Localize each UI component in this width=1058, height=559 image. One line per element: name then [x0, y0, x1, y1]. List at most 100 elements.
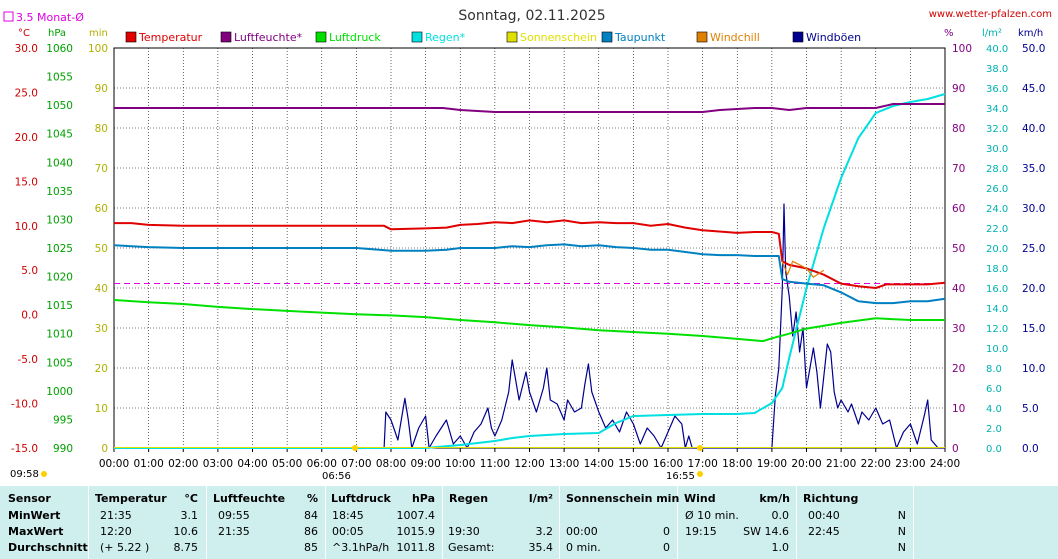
stats-table: Sensor Temperatur °C Luftfeuchte% Luftdruck h… [0, 486, 1058, 559]
time-tick-label: 07:00 [341, 458, 371, 470]
rain-tick-label: 12.0 [986, 324, 1008, 335]
stats-hum-time: 21:35 [218, 525, 250, 538]
legend-label: Temperatur [138, 31, 203, 44]
legend-swatch [220, 31, 232, 43]
series-line-taupunkt [113, 243, 946, 305]
stats-header-temp-unit: °C [184, 492, 198, 505]
legend-label: Taupunkt [614, 31, 666, 44]
legend-label: Windchill [710, 31, 760, 44]
wind-tick-label: 20.0 [1022, 283, 1045, 295]
stats-rain-time: Gesamt: [448, 541, 495, 554]
humidity-tick-label: 30 [952, 323, 965, 335]
humidity-tick-label: 80 [952, 123, 965, 135]
time-tick-label: 18:00 [722, 458, 752, 470]
axis-ticks: 30.0 25.0 20.0 15.0 10.0 5.0 0.0 -5.0 -10.0 -15.0… [11, 43, 1046, 470]
stats-rain-time: 19:30 [448, 525, 480, 538]
humidity-tick-label: 60 [952, 203, 965, 215]
wind-tick-label: 25.0 [1022, 243, 1045, 255]
stats-row-label: MinWert [8, 509, 61, 522]
wind-tick-label: 50.0 [1022, 43, 1045, 55]
rain-tick-label: 30.0 [986, 144, 1008, 155]
temp-tick-label: -10.0 [11, 399, 38, 411]
stats-wind-value: SW 14.6 [743, 525, 789, 538]
rain-tick-label: 2.0 [986, 424, 1002, 435]
rain-tick-label: 26.0 [986, 184, 1008, 195]
stats-temp-time: (+ 5.22 ) [100, 541, 150, 554]
stats-header-wind: Wind [684, 492, 716, 505]
stats-header-dir: Richtung [803, 492, 859, 505]
stats-header-rain: Regen [449, 492, 489, 505]
series-line-luftfeuchte [114, 103, 945, 113]
pressure-tick-label: 1030 [46, 214, 73, 226]
series-line-windben [114, 203, 945, 449]
sunset-label-sun-icon [697, 471, 703, 477]
rain-tick-label: 36.0 [986, 84, 1008, 95]
stats-wind-time: Ø 10 min. [685, 509, 739, 522]
stats-press-value: 1011.8 [396, 541, 436, 554]
time-tick-label: 21:00 [826, 458, 856, 470]
sunrise-time: 06:56 [322, 471, 351, 482]
stats-dir-value: N [897, 525, 906, 538]
humidity-unit: % [944, 28, 954, 39]
stats-dir-value: N [897, 509, 906, 522]
pressure-unit: hPa [48, 28, 66, 39]
wind-tick-label: 10.0 [1022, 363, 1045, 375]
stats-sun-time: 0 min. [566, 541, 601, 554]
chart-title: Sonntag, 02.11.2025 [458, 8, 605, 24]
time-tick-label: 23:00 [895, 458, 925, 470]
stats-sun-value: 0 [663, 525, 670, 538]
stats-row-label: Durchschnitt [8, 541, 88, 554]
stats-press-value: 1015.9 [396, 525, 436, 538]
stats-press-time: ^3.1hPa/h [332, 541, 390, 554]
stats-rain-value: 35.4 [528, 541, 554, 554]
pressure-tick-label: 1020 [46, 272, 73, 284]
day-length: 09:58 [10, 469, 39, 480]
pressure-tick-label: 1060 [46, 43, 73, 55]
stats-temp-value: 10.6 [173, 525, 199, 538]
sun-tick-label: 0 [101, 443, 108, 455]
legend-label: Sonnenschein [520, 31, 597, 44]
stats-temp-time: 12:20 [100, 525, 132, 538]
wind-tick-label: 0.0 [1022, 443, 1039, 455]
stats-header-press: Luftdruck [331, 492, 391, 505]
pressure-tick-label: 1035 [46, 186, 73, 198]
legend-swatch [315, 31, 327, 43]
legend-swatch [506, 31, 518, 43]
pressure-tick-label: 1025 [46, 243, 73, 255]
time-tick-label: 04:00 [237, 458, 267, 470]
rain-tick-label: 28.0 [986, 164, 1008, 175]
stats-header-press-unit: hPa [411, 492, 435, 505]
stats-dir-value: N [897, 541, 906, 554]
temp-tick-label: 25.0 [15, 87, 38, 99]
stats-row-label: MaxWert [8, 525, 64, 538]
pressure-tick-label: 1040 [46, 157, 73, 169]
rain-tick-label: 22.0 [986, 224, 1008, 235]
time-tick-label: 24:00 [930, 458, 960, 470]
sun-tick-label: 70 [95, 163, 108, 175]
stats-sun-value: 0 [663, 541, 670, 554]
temp-unit: °C [18, 28, 30, 39]
legend-label: Regen* [425, 31, 466, 44]
stats-dir-time: 00:40 [808, 509, 840, 522]
legend-label: Windböen [806, 31, 861, 44]
rain-tick-label: 8.0 [986, 364, 1002, 375]
rain-tick-label: 4.0 [986, 404, 1002, 415]
humidity-tick-label: 0 [952, 443, 959, 455]
time-tick-label: 01:00 [133, 458, 163, 470]
sun-tick-label: 60 [95, 203, 108, 215]
stats-dir-time: 22:45 [808, 525, 840, 538]
time-tick-label: 05:00 [272, 458, 302, 470]
wind-tick-label: 40.0 [1022, 123, 1045, 135]
time-tick-label: 20:00 [791, 458, 821, 470]
temp-tick-label: 10.0 [15, 221, 38, 233]
humidity-tick-label: 70 [952, 163, 965, 175]
humidity-tick-label: 90 [952, 83, 965, 95]
temp-tick-label: 5.0 [21, 265, 38, 277]
time-tick-label: 12:00 [514, 458, 544, 470]
stats-rain-value: 3.2 [535, 525, 554, 538]
time-tick-label: 16:00 [653, 458, 683, 470]
wind-tick-label: 30.0 [1022, 203, 1045, 215]
temp-tick-label: 0.0 [21, 310, 38, 322]
stats-hum-time: 09:55 [218, 509, 250, 522]
site-link[interactable]: www.wetter-pfalzen.com [929, 9, 1052, 20]
